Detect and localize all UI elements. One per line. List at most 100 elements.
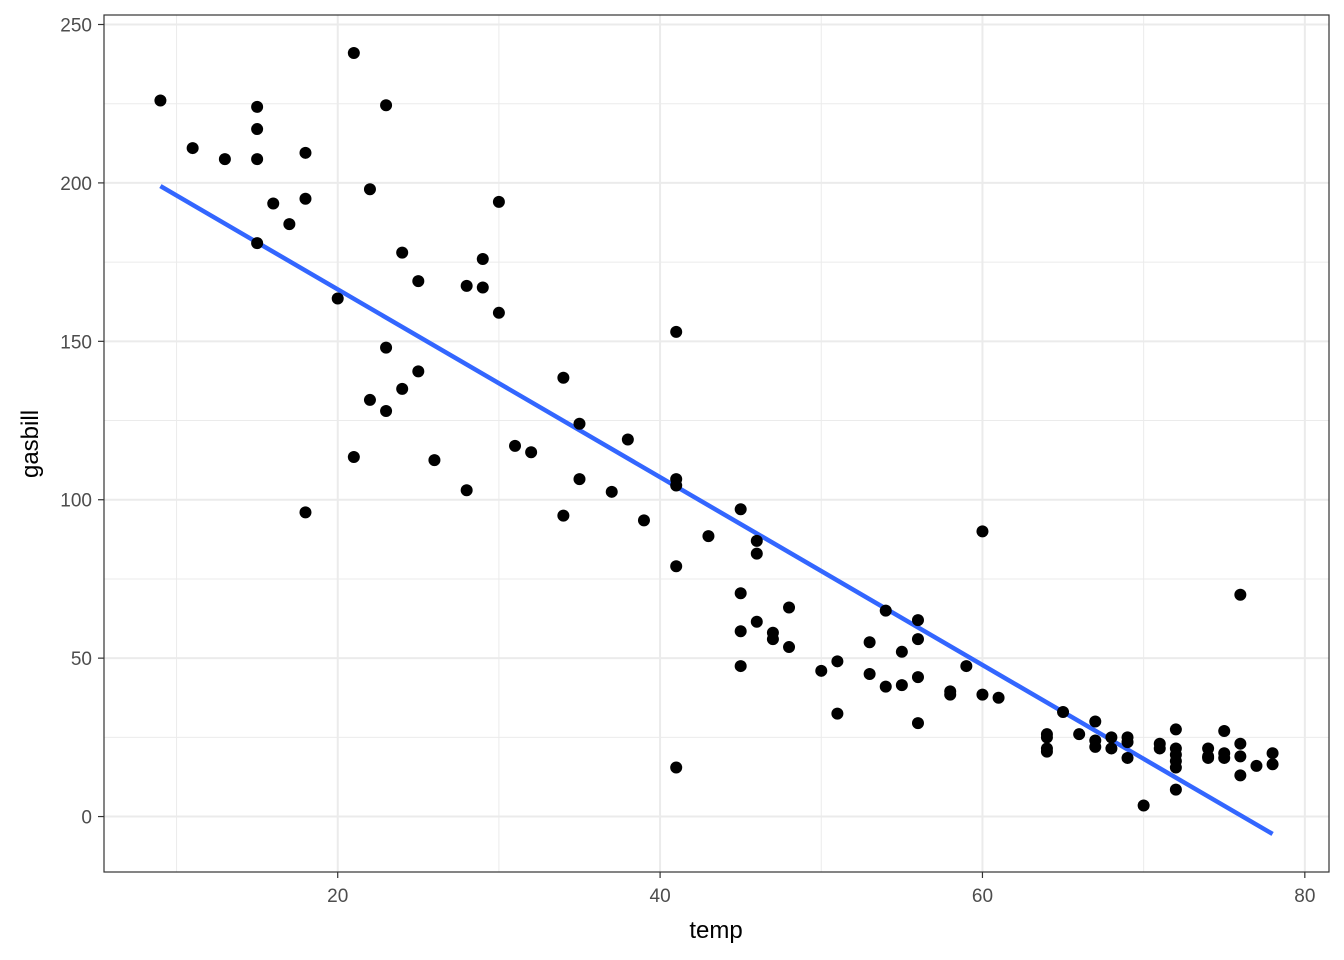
data-point xyxy=(460,279,473,292)
data-point xyxy=(1089,740,1102,753)
data-point xyxy=(251,153,264,166)
data-point xyxy=(299,146,312,159)
data-point xyxy=(670,761,683,774)
data-point xyxy=(976,525,989,538)
x-tick-label: 60 xyxy=(972,886,993,907)
data-point xyxy=(911,671,924,684)
data-point xyxy=(492,306,505,319)
data-point xyxy=(815,664,828,677)
data-point xyxy=(1202,751,1215,764)
data-point xyxy=(428,454,441,467)
data-point xyxy=(573,417,586,430)
data-points xyxy=(154,47,1279,812)
data-point xyxy=(734,660,747,673)
data-point xyxy=(1105,742,1118,755)
y-tick-label: 50 xyxy=(71,649,92,670)
y-axis-ticks: 0 50 100 150 200 250 xyxy=(60,16,104,829)
data-point xyxy=(557,371,570,384)
data-point xyxy=(347,450,360,463)
data-point xyxy=(460,484,473,497)
data-point xyxy=(766,633,779,646)
data-point xyxy=(879,604,892,617)
x-tick-label: 20 xyxy=(327,886,348,907)
y-tick-label: 100 xyxy=(60,491,92,512)
data-point xyxy=(299,192,312,205)
data-point xyxy=(670,479,683,492)
x-tick-label: 80 xyxy=(1294,886,1315,907)
minor-gridlines xyxy=(104,15,1329,872)
data-point xyxy=(1266,758,1279,771)
data-point xyxy=(911,717,924,730)
data-point xyxy=(492,195,505,208)
y-tick-label: 250 xyxy=(60,16,92,37)
data-point xyxy=(363,393,376,406)
data-point xyxy=(509,439,522,452)
data-point xyxy=(331,292,344,305)
data-point xyxy=(396,382,409,395)
data-point xyxy=(621,433,634,446)
data-point xyxy=(1137,799,1150,812)
data-point xyxy=(976,688,989,701)
data-point xyxy=(944,688,957,701)
y-tick-label: 0 xyxy=(81,808,92,829)
data-point xyxy=(396,246,409,259)
data-point xyxy=(895,645,908,658)
data-point xyxy=(992,691,1005,704)
y-axis-title: gasbill xyxy=(17,410,44,478)
data-point xyxy=(154,94,167,107)
data-point xyxy=(831,655,844,668)
data-point xyxy=(1234,737,1247,750)
data-point xyxy=(347,47,360,60)
data-point xyxy=(380,341,393,354)
data-point xyxy=(1040,731,1053,744)
data-point xyxy=(186,142,199,155)
data-point xyxy=(750,534,763,547)
data-point xyxy=(783,641,796,654)
major-gridlines xyxy=(104,15,1329,872)
data-point xyxy=(1234,769,1247,782)
data-point xyxy=(1169,723,1182,736)
x-tick-label: 40 xyxy=(650,886,671,907)
data-point xyxy=(412,365,425,378)
data-point xyxy=(1057,706,1070,719)
data-point xyxy=(879,680,892,693)
data-point xyxy=(1121,751,1134,764)
data-point xyxy=(911,614,924,627)
data-point xyxy=(1073,728,1086,741)
data-point xyxy=(783,601,796,614)
regression-line-layer xyxy=(159,184,1274,836)
data-point xyxy=(525,446,538,459)
data-point xyxy=(557,509,570,522)
data-point xyxy=(251,237,264,250)
data-point xyxy=(734,503,747,516)
data-point xyxy=(702,530,715,543)
data-point xyxy=(605,485,618,498)
data-point xyxy=(1169,783,1182,796)
data-point xyxy=(363,183,376,196)
data-point xyxy=(1234,588,1247,601)
panel-border xyxy=(103,14,1330,873)
data-point xyxy=(750,547,763,560)
x-axis-ticks: 20 40 60 80 xyxy=(327,872,1315,907)
data-point xyxy=(670,560,683,573)
data-point xyxy=(251,100,264,113)
data-point xyxy=(476,252,489,265)
data-point xyxy=(1218,751,1231,764)
data-point xyxy=(1040,745,1053,758)
data-point xyxy=(380,99,393,112)
data-point xyxy=(1121,736,1134,749)
data-point xyxy=(637,514,650,527)
data-point xyxy=(831,707,844,720)
data-point xyxy=(1218,725,1231,738)
data-point xyxy=(1169,761,1182,774)
data-point xyxy=(960,660,973,673)
data-point xyxy=(1089,715,1102,728)
data-point xyxy=(573,473,586,486)
data-point xyxy=(251,123,264,136)
data-point xyxy=(863,636,876,649)
data-point xyxy=(1153,742,1166,755)
data-point xyxy=(911,633,924,646)
data-point xyxy=(1105,731,1118,744)
